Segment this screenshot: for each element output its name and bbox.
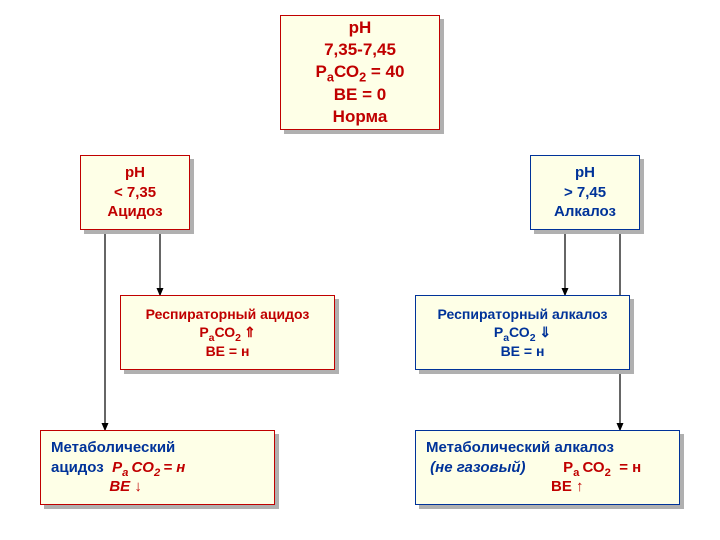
node-acidosis: рН< 7,35Ацидоз bbox=[80, 155, 190, 230]
node-alkalosis: рН> 7,45Алкалоз bbox=[530, 155, 640, 230]
node-met_alk: Метаболический алкалоз (не газовый) Ра С… bbox=[415, 430, 680, 505]
diagram-stage: рН7,35-7,45РаСО2 = 40ВЕ = 0Норма рН< 7,35… bbox=[0, 0, 720, 540]
node-met_acid: Метаболический ацидоз Ра СО2 = н ВЕ ↓ bbox=[40, 430, 275, 505]
node-resp_alk: Респираторный алкалозРаСО2 ⇓ВЕ = н bbox=[415, 295, 630, 370]
node-resp_acid: Респираторный ацидозРаСО2 ⇑ВЕ = н bbox=[120, 295, 335, 370]
node-top: рН7,35-7,45РаСО2 = 40ВЕ = 0Норма bbox=[280, 15, 440, 130]
